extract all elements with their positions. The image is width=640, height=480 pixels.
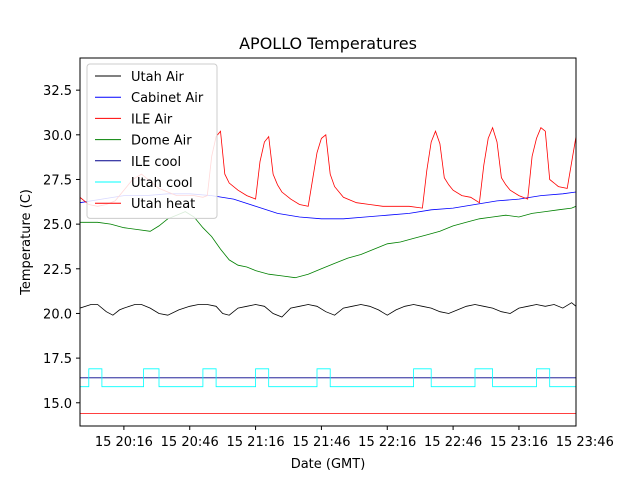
legend-label: Cabinet Air <box>131 91 204 106</box>
x-tick-label: 15 21:16 <box>227 435 285 450</box>
y-tick-label: 20.0 <box>43 307 72 322</box>
y-tick-label: 17.5 <box>43 352 72 367</box>
legend-label: ILE Air <box>131 112 173 127</box>
y-tick-label: 27.5 <box>43 173 72 188</box>
legend-label: Utah cool <box>131 176 193 191</box>
x-tick-label: 15 22:16 <box>358 435 416 450</box>
y-tick-label: 30.0 <box>43 129 72 144</box>
legend-label: Dome Air <box>131 134 192 149</box>
y-axis-label: Temperature (C) <box>19 189 34 296</box>
legend-label: Utah heat <box>131 197 195 212</box>
x-tick-label: 15 22:46 <box>424 435 482 450</box>
chart-title: APOLLO Temperatures <box>239 34 417 53</box>
x-axis: 15 20:16 15 20:46 15 21:16 15 21:46 15 22:16… <box>95 426 614 450</box>
series-line-utah-cool <box>80 368 576 388</box>
y-tick-label: 15.0 <box>43 397 72 412</box>
y-tick-label: 25.0 <box>43 218 72 233</box>
x-tick-label: 15 23:46 <box>556 435 614 450</box>
y-tick-label: 32.5 <box>43 84 72 99</box>
plot-frame <box>79 57 577 427</box>
x-tick-label: 15 20:46 <box>161 435 219 450</box>
x-tick-label: 15 23:16 <box>490 435 548 450</box>
series-line-utah-air <box>80 302 576 318</box>
legend-label: Utah Air <box>131 70 184 85</box>
legend: Utah Air Cabinet Air ILE Air Dome Air ILE co… <box>86 63 218 219</box>
x-tick-label: 15 20:16 <box>95 435 153 450</box>
legend-label: ILE cool <box>131 155 181 170</box>
y-axis: 15.0 17.5 20.0 22.5 25.0 27.5 30.0 32.5 <box>43 84 80 412</box>
x-axis-label: Date (GMT) <box>291 457 366 472</box>
x-tick-label: 15 21:46 <box>292 435 350 450</box>
legend-box <box>86 63 218 219</box>
y-tick-label: 22.5 <box>43 263 72 278</box>
